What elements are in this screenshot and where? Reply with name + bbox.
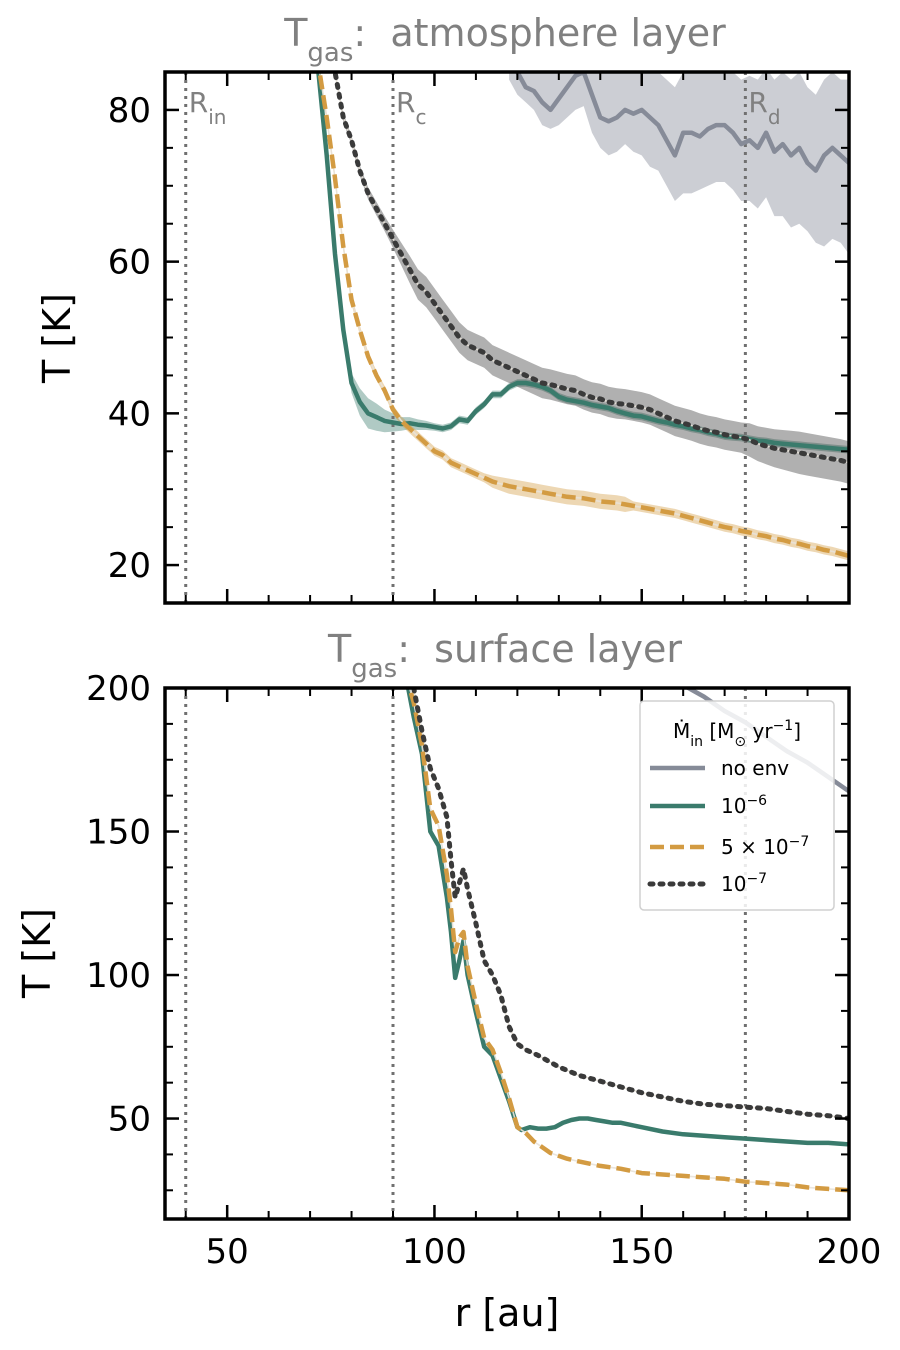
bottom-panel: Tgas: surface layer 50 100 150 200 50 100 150 2… xyxy=(15,627,881,1335)
top-panel-title: Tgas: atmosphere layer xyxy=(283,11,726,68)
top-ytick-label-40: 40 xyxy=(108,394,151,434)
bottom-title-sub: gas xyxy=(351,654,397,684)
legend-label-1e-6-base: 10 xyxy=(721,794,746,818)
bottom-xtick-label-100: 100 xyxy=(402,1232,467,1272)
top-vline-label-sub-2: d xyxy=(768,105,781,129)
bottom-ytick-label-150: 150 xyxy=(86,813,151,853)
top-title-rest: : atmosphere layer xyxy=(353,11,726,55)
top-band-noenv xyxy=(509,72,849,255)
bottom-ytick-label-100: 100 xyxy=(86,956,151,996)
bottom-xlabel: r [au] xyxy=(455,1291,560,1335)
top-ytick-label-20: 20 xyxy=(108,546,151,586)
bottom-line-e5 xyxy=(407,688,849,1193)
legend-title: Ṁin [M⊙ yr−1] xyxy=(673,718,801,750)
top-vline-label-sub-1: c xyxy=(415,105,426,129)
legend-title-sun: ⊙ xyxy=(734,734,746,750)
bottom-panel-title: Tgas: surface layer xyxy=(327,627,682,684)
top-panel: Tgas: atmosphere layer Rin Rc Rd 20406080 … xyxy=(35,11,851,605)
legend: Ṁin [M⊙ yr−1] no env 10−6 5 × 10−7 10−7 xyxy=(639,700,835,911)
bottom-ytick-label-50: 50 xyxy=(108,1100,151,1140)
bottom-line-e6 xyxy=(405,688,849,1147)
bottom-xtick-label-150: 150 xyxy=(609,1232,674,1272)
legend-label-1e-6-sup: −6 xyxy=(746,793,767,809)
bottom-ylabel: T [K] xyxy=(15,908,59,999)
top-line-e6 xyxy=(316,72,849,453)
top-line-e7 xyxy=(332,72,849,466)
top-line-e5 xyxy=(317,72,849,559)
top-axes: 20 40 60 80 xyxy=(108,70,851,605)
bottom-xtick-label-200: 200 xyxy=(817,1232,882,1272)
bottom-title-rest: : surface layer xyxy=(397,627,682,671)
top-bands xyxy=(317,72,849,561)
top-vline-label-0: Rin xyxy=(189,86,227,129)
bottom-line-e7 xyxy=(411,688,849,1121)
legend-title-rest: [M xyxy=(703,719,734,743)
bottom-axes: 50 100 150 200 50 100 150 200 xyxy=(86,669,881,1272)
legend-title-sup: −1 xyxy=(773,718,794,734)
top-vline-label-main-0: R xyxy=(189,86,208,119)
bottom-ytick-label-200: 200 xyxy=(86,669,151,709)
bottom-title-main: T xyxy=(327,627,352,671)
top-title-main: T xyxy=(283,11,308,55)
legend-label-5e-7-base: 5 × 10 xyxy=(721,835,789,859)
legend-box xyxy=(639,700,835,911)
bottom-frame xyxy=(163,686,851,1221)
legend-label-5e-7: 5 × 10−7 xyxy=(721,834,809,859)
legend-label-no-env: no env xyxy=(721,756,789,780)
top-band-e7 xyxy=(332,72,849,484)
legend-title-sub: in xyxy=(690,734,703,750)
bottom-xtick-label-50: 50 xyxy=(206,1232,249,1272)
legend-title-end: ] xyxy=(793,719,801,743)
legend-label-1e-7-sup: −7 xyxy=(746,871,767,887)
top-ytick-label-80: 80 xyxy=(108,91,151,131)
top-vline-label-main-2: R xyxy=(748,86,767,119)
legend-label-1e-7-base: 10 xyxy=(721,872,746,896)
legend-title-main: Ṁ xyxy=(673,719,690,743)
top-vline-label-2: Rd xyxy=(748,86,780,129)
legend-label-1e-7: 10−7 xyxy=(721,871,767,896)
top-ytick-label-60: 60 xyxy=(108,243,151,283)
top-title-sub: gas xyxy=(307,38,353,68)
legend-title-unit: yr xyxy=(746,719,773,743)
top-vline-label-sub-0: in xyxy=(208,105,226,129)
legend-label-5e-7-sup: −7 xyxy=(789,834,810,850)
top-lines xyxy=(316,72,849,559)
top-ylabel: T [K] xyxy=(35,293,79,384)
top-vline-label-main-1: R xyxy=(396,86,415,119)
top-vlines: Rin Rc Rd xyxy=(184,72,781,603)
top-vline-label-1: Rc xyxy=(396,86,426,129)
top-line-noenv xyxy=(515,72,849,173)
legend-label-1e-6: 10−6 xyxy=(721,793,767,818)
